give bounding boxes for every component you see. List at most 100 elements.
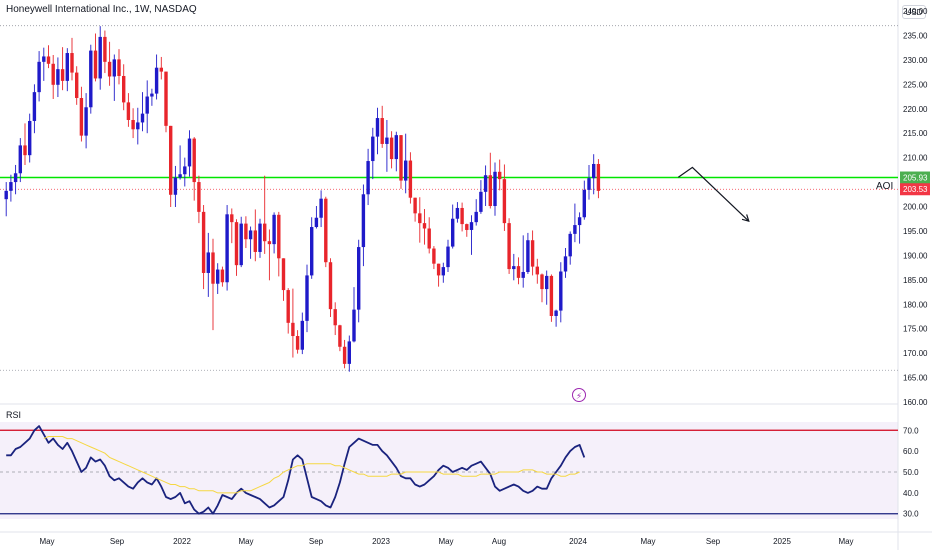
candle-body xyxy=(347,341,351,364)
candle-body xyxy=(112,59,116,77)
candle-body xyxy=(13,173,18,183)
candle-body xyxy=(521,271,525,278)
candle-body xyxy=(183,166,187,175)
time-tick-label: May xyxy=(238,537,253,546)
candle-body xyxy=(150,93,154,97)
candle-body xyxy=(239,223,243,266)
price-tick-label: 195.00 xyxy=(903,227,928,236)
candle-body xyxy=(98,36,102,79)
candle-body xyxy=(51,63,55,85)
rsi-line xyxy=(6,425,586,515)
time-tick-label: 2022 xyxy=(173,537,191,546)
candle-body xyxy=(427,228,431,249)
candle-body xyxy=(103,36,107,62)
price-axis: 240.00 235.00 230.00 225.00 220.00 215.00 210.… xyxy=(903,7,928,407)
candle-body xyxy=(333,309,337,326)
candle-body xyxy=(361,194,366,248)
candle-body xyxy=(187,138,192,167)
candle-body xyxy=(122,76,126,103)
candle-body xyxy=(545,275,549,290)
time-tick-label: 2023 xyxy=(372,537,390,546)
candle-body xyxy=(577,217,582,226)
candle-body xyxy=(502,179,507,224)
candle-body xyxy=(258,223,262,252)
price-markers: 205.93 203.53 xyxy=(900,171,930,196)
candle-body xyxy=(272,214,276,245)
candle-body xyxy=(145,96,149,114)
candle-body xyxy=(559,271,563,311)
candle-body xyxy=(117,59,121,77)
candle-body xyxy=(338,325,342,347)
candle-body xyxy=(286,290,290,323)
price-tick-label: 160.00 xyxy=(903,398,928,407)
candle-body xyxy=(516,266,521,278)
price-tick-label: 230.00 xyxy=(903,56,928,65)
price-tick-label: 170.00 xyxy=(903,349,928,358)
price-tick-label: 220.00 xyxy=(903,105,928,114)
aoi-label: AOI xyxy=(876,181,894,192)
candle-body xyxy=(37,61,41,93)
candle-body xyxy=(253,230,257,252)
candle-body xyxy=(469,222,474,230)
candle-body xyxy=(89,50,93,108)
price-marker-box xyxy=(900,183,930,196)
candle-body xyxy=(46,56,51,64)
candle-body xyxy=(131,119,135,130)
candle-body xyxy=(455,207,460,219)
candle-body xyxy=(248,230,253,240)
time-tick-label: May xyxy=(838,537,853,546)
candle-body xyxy=(483,175,488,192)
time-axis: May Sep 2022 May Sep 2023 May Aug 2024 May Sep 2025… xyxy=(39,537,853,546)
candle-body xyxy=(530,240,535,267)
candle-body xyxy=(535,266,539,275)
rsi-ma-line xyxy=(43,436,580,494)
lightning-icon[interactable]: ⚡ xyxy=(572,388,586,402)
candle-body xyxy=(201,211,206,273)
candle-body xyxy=(126,102,131,120)
candle-body xyxy=(32,92,37,121)
rsi-tick-label: 50.0 xyxy=(903,468,919,477)
price-tick-label: 210.00 xyxy=(903,154,928,163)
time-tick-label: Sep xyxy=(110,537,125,546)
candle-body xyxy=(305,275,309,321)
candle-body xyxy=(436,263,441,276)
price-tick-label: 235.00 xyxy=(903,31,928,40)
candle-body xyxy=(192,138,196,183)
time-tick-label: May xyxy=(438,537,453,546)
candle-body xyxy=(206,252,210,273)
candle-body xyxy=(385,137,389,144)
candle-body xyxy=(474,211,478,223)
candle-body xyxy=(291,322,295,337)
rsi-tick-label: 70.0 xyxy=(903,426,919,435)
price-tick-label: 190.00 xyxy=(903,251,928,260)
candle-body xyxy=(498,171,502,180)
candle-body xyxy=(164,71,168,126)
candle-body xyxy=(18,145,22,174)
candle-body xyxy=(592,163,596,179)
candle-body xyxy=(596,163,601,191)
candle-body xyxy=(310,227,314,276)
candle-body xyxy=(549,275,554,316)
candle-body xyxy=(65,53,69,81)
candle-body xyxy=(507,223,511,270)
candle-body xyxy=(159,67,163,72)
candle-body xyxy=(154,67,159,94)
time-tick-label: Sep xyxy=(706,537,721,546)
candle-body xyxy=(300,320,304,350)
time-tick-label: 2024 xyxy=(569,537,587,546)
candle-body xyxy=(140,113,145,123)
candle-body xyxy=(460,207,464,225)
candle-body xyxy=(342,346,347,364)
level-lines xyxy=(0,25,898,515)
candle-body xyxy=(60,69,65,81)
candle-body xyxy=(582,189,586,218)
candle-body xyxy=(357,247,361,310)
arrow-head xyxy=(741,214,750,223)
candle-body xyxy=(366,161,370,195)
candle-body xyxy=(9,182,13,191)
candle-body xyxy=(418,213,422,224)
currency-button[interactable]: USD xyxy=(902,5,926,19)
rsi-band-bg xyxy=(0,422,898,519)
candle-body xyxy=(225,214,229,283)
